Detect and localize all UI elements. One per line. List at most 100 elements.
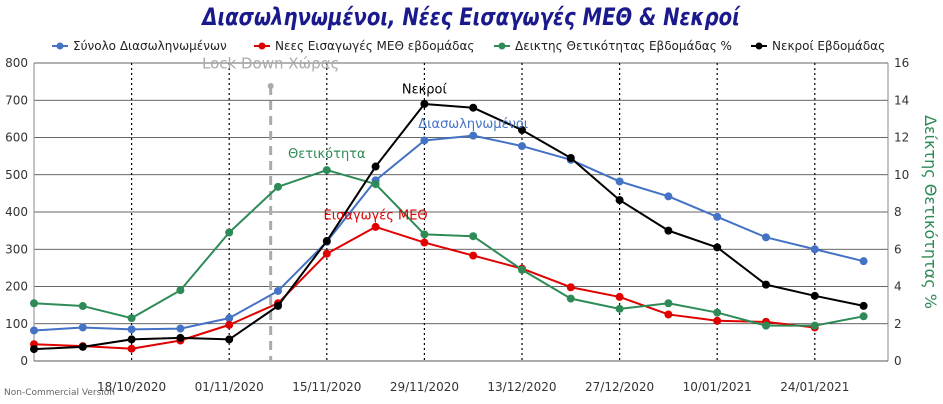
chart-annotation: Lock Down Χώρας — [202, 55, 339, 73]
data-point — [566, 283, 575, 292]
data-point — [127, 335, 136, 344]
legend-marker — [56, 42, 64, 50]
chart-annotation: Εισαγωγές ΜΕΘ — [324, 208, 428, 223]
chart-annotation: Διασωληνωμένοι — [418, 117, 528, 132]
y-right-tick-label: 0 — [894, 354, 902, 368]
data-point — [518, 142, 526, 151]
series-line — [33, 169, 864, 327]
data-point — [274, 301, 282, 310]
data-point — [322, 249, 331, 258]
data-point — [615, 196, 624, 205]
y-right-tick-label: 8 — [894, 205, 902, 219]
data-point — [469, 232, 478, 241]
data-point — [127, 325, 136, 334]
data-point — [78, 302, 87, 311]
data-point — [566, 153, 575, 162]
x-tick-label: 29/11/2020 — [390, 380, 459, 394]
lockdown-marker — [267, 83, 274, 89]
data-point — [225, 320, 234, 329]
data-point — [518, 126, 526, 135]
data-point — [274, 182, 282, 191]
data-point — [615, 304, 624, 313]
y-left-tick-label: 800 — [5, 56, 28, 70]
data-point — [420, 238, 429, 247]
data-point — [762, 233, 770, 242]
data-point — [469, 103, 478, 112]
data-point — [713, 243, 722, 252]
y-right-tick-label: 4 — [894, 280, 902, 294]
data-point — [615, 292, 624, 301]
data-point — [420, 99, 429, 108]
y-right-tick-label: 16 — [894, 56, 909, 70]
data-point — [859, 301, 868, 310]
series-line — [33, 134, 864, 332]
data-point — [810, 245, 819, 254]
y-left-tick-label: 700 — [5, 93, 28, 107]
data-point — [810, 291, 819, 300]
data-point — [78, 342, 87, 351]
data-point — [859, 257, 868, 266]
y-left-tick-label: 400 — [5, 205, 28, 219]
y-right-tick-label: 12 — [894, 131, 909, 145]
data-point — [274, 286, 282, 295]
legend-label: Σύνολο Διασωληνωμένων — [73, 39, 227, 53]
data-point — [127, 344, 136, 353]
data-point — [713, 212, 722, 221]
data-point — [420, 136, 429, 145]
data-point — [664, 226, 673, 235]
x-tick-label: 24/01/2021 — [780, 380, 849, 394]
y-left-tick-label: 200 — [5, 280, 28, 294]
y-right-tick-label: 10 — [894, 168, 909, 182]
data-point — [225, 335, 234, 344]
x-tick-label: 15/11/2020 — [292, 380, 361, 394]
chart-annotation: Νεκροί — [402, 83, 448, 98]
data-point — [762, 280, 770, 289]
y-left-tick-label: 600 — [5, 131, 28, 145]
data-point — [713, 316, 722, 325]
data-point — [30, 345, 38, 354]
data-point — [225, 314, 234, 323]
legend-marker — [755, 42, 763, 50]
chart-annotation: Θετικότητα — [288, 147, 366, 162]
legend-item: Σύνολο Διασωληνωμένων — [52, 39, 227, 53]
series-line — [33, 102, 864, 351]
y-right-axis-label: Δείκτης Θετικότητας % — [921, 115, 940, 309]
y-right-tick-label: 2 — [894, 317, 902, 331]
y-left-tick-label: 0 — [20, 354, 28, 368]
data-point — [420, 230, 429, 239]
data-point — [518, 265, 526, 274]
x-tick-label: 01/11/2020 — [195, 380, 264, 394]
data-point — [762, 321, 770, 330]
data-point — [127, 314, 136, 323]
data-point — [371, 180, 380, 189]
y-left-tick-label: 500 — [5, 168, 28, 182]
legend-marker — [258, 42, 266, 50]
legend-marker — [498, 42, 506, 50]
data-point — [30, 326, 38, 335]
x-tick-label: 13/12/2020 — [487, 380, 556, 394]
x-tick-label: 27/12/2020 — [585, 380, 654, 394]
data-point — [566, 294, 575, 303]
data-point — [176, 333, 185, 342]
data-point — [176, 286, 185, 295]
y-left-tick-label: 300 — [5, 242, 28, 256]
data-point — [469, 251, 478, 260]
data-point — [225, 228, 234, 237]
x-tick-label: 10/01/2021 — [683, 380, 752, 394]
x-tick-label: 18/10/2020 — [97, 380, 166, 394]
data-point — [371, 222, 380, 231]
y-right-tick-label: 6 — [894, 242, 902, 256]
legend-label: Νεες Εισαγωγές ΜΕΘ εβδομάδας — [275, 39, 474, 53]
data-point — [615, 177, 624, 186]
legend-label: Νεκροί Εβδομάδας — [772, 39, 885, 53]
data-point — [664, 192, 673, 201]
data-point — [371, 162, 380, 171]
data-point — [30, 299, 38, 308]
y-right-tick-label: 14 — [894, 93, 909, 107]
y-left-tick-label: 100 — [5, 317, 28, 331]
data-point — [176, 324, 185, 333]
data-point — [713, 308, 722, 317]
legend-label: Δεικτης Θετικότητας Εβδομάδας % — [515, 39, 732, 53]
